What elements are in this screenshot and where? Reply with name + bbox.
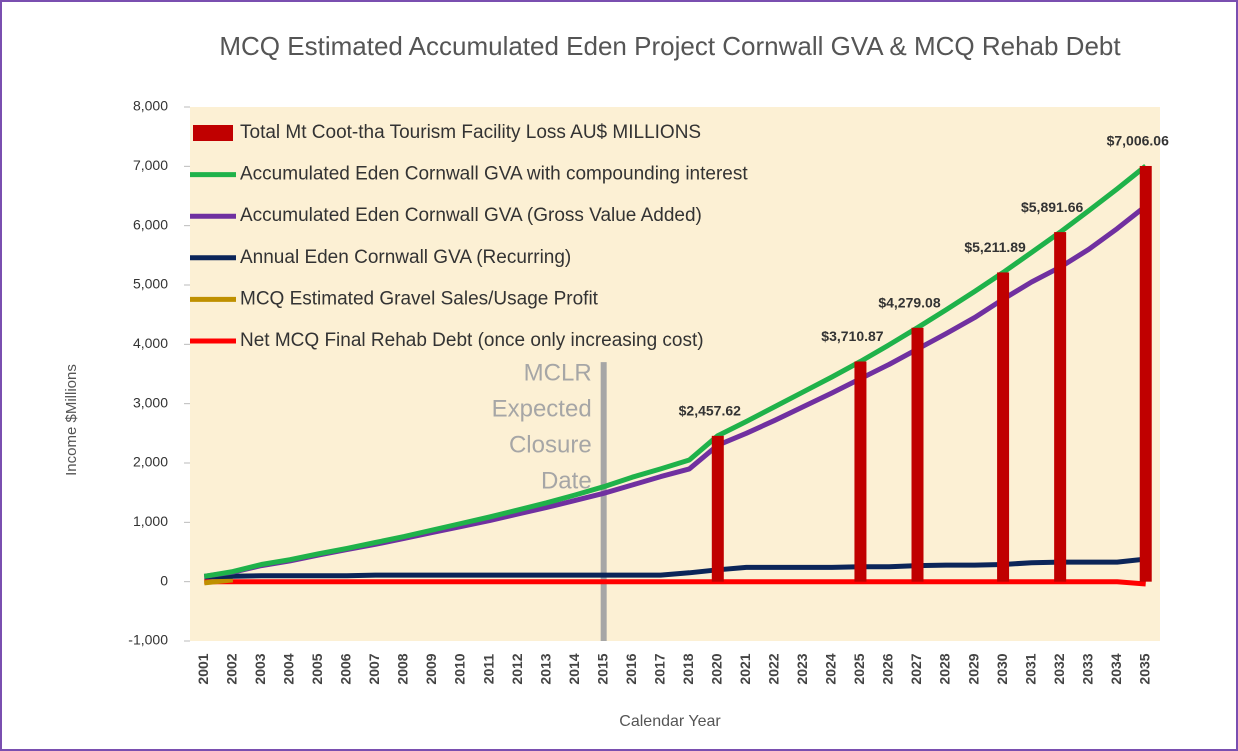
- x-tick-label: 2014: [566, 653, 582, 684]
- bar: [911, 327, 924, 582]
- annotation-text: Date: [541, 467, 592, 494]
- line: [204, 577, 234, 586]
- y-tick-label: 5,000: [133, 276, 168, 292]
- x-tick-label: 2027: [908, 653, 924, 684]
- y-tick-label: 6,000: [133, 216, 168, 232]
- x-axis-label: Calendar Year: [619, 713, 721, 730]
- y-tick-label: 2,000: [133, 454, 168, 470]
- annotation-text: MCLR: [524, 359, 592, 386]
- x-tick-label: 2034: [1108, 653, 1124, 684]
- x-tick-label: 2021: [737, 653, 753, 684]
- line: [204, 579, 1146, 587]
- legend-label: Accumulated Eden Cornwall GVA (Gross Val…: [240, 205, 702, 226]
- x-tick-label: 2031: [1022, 653, 1038, 684]
- x-tick-label: 2003: [252, 653, 268, 684]
- y-tick-label: 4,000: [133, 335, 168, 351]
- x-tick-label: 2015: [594, 653, 610, 684]
- x-tick-label: 2018: [680, 653, 696, 684]
- y-axis-label: Income $Millions: [63, 364, 80, 476]
- y-tick-label: -1,000: [128, 632, 168, 648]
- line: [204, 556, 1146, 580]
- value-label: $7,006.06: [1107, 133, 1169, 149]
- bar: [854, 361, 867, 582]
- y-tick-label: 0: [160, 572, 168, 588]
- x-tick-label: 2002: [223, 653, 239, 684]
- x-tick-label: 2007: [366, 653, 382, 684]
- legend-label: Total Mt Coot-tha Tourism Facility Loss …: [240, 122, 701, 143]
- y-tick-label: 3,000: [133, 394, 168, 410]
- x-tick-label: 2004: [281, 653, 297, 684]
- x-tick-label: 2006: [338, 653, 354, 684]
- bar: [711, 435, 724, 582]
- x-tick-label: 2020: [708, 653, 724, 684]
- legend-label: Annual Eden Cornwall GVA (Recurring): [240, 247, 571, 268]
- bar: [997, 272, 1010, 582]
- x-tick-label: 2030: [994, 653, 1010, 684]
- x-tick-label: 2008: [395, 653, 411, 684]
- legend-label: MCQ Estimated Gravel Sales/Usage Profit: [240, 288, 599, 309]
- bar: [1139, 165, 1152, 582]
- x-tick-label: 2033: [1079, 653, 1095, 684]
- x-tick-label: 2022: [766, 653, 782, 684]
- value-label: $4,279.08: [878, 294, 940, 310]
- x-tick-label: 2012: [509, 653, 525, 684]
- x-tick-label: 2026: [880, 653, 896, 684]
- x-tick-label: 2028: [937, 653, 953, 684]
- x-tick-label: 2017: [651, 653, 667, 684]
- chart-title: MCQ Estimated Accumulated Eden Project C…: [219, 31, 1121, 61]
- value-label: $5,891.66: [1021, 199, 1083, 215]
- legend-label: Accumulated Eden Cornwall GVA with compo…: [240, 164, 748, 185]
- annotation-text: Closure: [509, 431, 592, 458]
- x-tick-label: 2025: [851, 653, 867, 684]
- x-tick-label: 2010: [452, 653, 468, 684]
- bar: [1054, 232, 1067, 582]
- y-tick-label: 7,000: [133, 157, 168, 173]
- y-tick-label: 8,000: [133, 98, 168, 114]
- x-tick-label: 2032: [1051, 653, 1067, 684]
- line: [203, 164, 1148, 579]
- x-tick-label: 2009: [423, 653, 439, 684]
- x-tick-label: 2005: [309, 653, 325, 684]
- x-tick-label: 2001: [195, 653, 211, 684]
- x-tick-label: 2011: [480, 654, 496, 685]
- x-tick-label: 2029: [965, 653, 981, 684]
- x-tick-label: 2016: [623, 653, 639, 684]
- x-tick-label: 2035: [1136, 653, 1152, 684]
- value-label: $3,710.87: [821, 328, 883, 344]
- x-tick-label: 2024: [823, 653, 839, 684]
- x-tick-label: 2023: [794, 653, 810, 684]
- plot-area: [190, 107, 1160, 641]
- annotation-text: Expected: [492, 395, 592, 422]
- y-tick-label: 1,000: [133, 513, 168, 529]
- x-tick-label: 2013: [537, 653, 553, 684]
- value-label: $2,457.62: [679, 403, 741, 419]
- value-label: $5,211.89: [964, 239, 1026, 255]
- legend-label: Net MCQ Final Rehab Debt (once only incr…: [240, 330, 704, 351]
- legend-swatch: [193, 125, 233, 141]
